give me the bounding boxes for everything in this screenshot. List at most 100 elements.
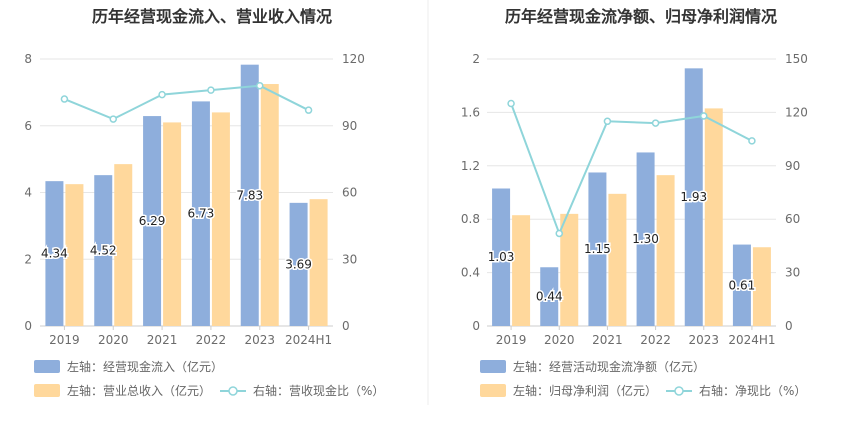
bar-data-label: 7.83 xyxy=(236,188,263,202)
x-axis-label: 2023 xyxy=(244,333,275,347)
left-axis-tick: 2 xyxy=(472,52,480,66)
legend-swatch-secondary xyxy=(34,384,60,397)
right-axis-tick: 90 xyxy=(342,119,357,133)
line-point xyxy=(60,95,69,103)
chart-title: 历年经营现金流入、营业收入情况 xyxy=(92,7,332,26)
left-axis-tick: 8 xyxy=(24,52,32,66)
bar-secondary xyxy=(560,213,579,326)
legend-label-line: 右轴：营收现金比（%） xyxy=(253,383,384,398)
line-point xyxy=(603,117,612,126)
bar-primary xyxy=(588,172,607,326)
bar-data-label: 6.29 xyxy=(139,214,166,228)
bar-primary xyxy=(143,116,162,326)
bar-secondary xyxy=(752,247,771,326)
left-axis-tick: 6 xyxy=(24,119,32,133)
x-axis-label: 2020 xyxy=(98,333,129,347)
chart-title: 历年经营现金流净额、归母净利润情况 xyxy=(505,7,777,26)
bar-secondary xyxy=(309,199,328,326)
x-axis-label: 2024H1 xyxy=(285,333,332,347)
bar-primary xyxy=(732,244,751,326)
bar-primary xyxy=(684,68,703,326)
line-point xyxy=(555,229,563,238)
bar-secondary xyxy=(163,122,182,326)
bar-data-label: 1.93 xyxy=(680,190,707,204)
right-axis-tick: 120 xyxy=(785,105,808,119)
bar-secondary xyxy=(65,184,84,326)
legend-swatch-secondary xyxy=(480,384,506,397)
line-point xyxy=(304,106,313,114)
bar-secondary xyxy=(260,84,279,326)
right-axis-tick: 30 xyxy=(342,252,357,266)
line-point xyxy=(207,86,215,94)
bar-secondary xyxy=(512,215,531,326)
bar-primary xyxy=(540,267,559,326)
legend-label-primary: 左轴：经营现金流入（亿元） xyxy=(67,359,223,374)
bar-primary xyxy=(191,101,210,326)
chart-panel-2: 历年经营现金流净额、归母净利润情况 0 0.4 0.8 1.2 1.6 2 0 30 60 90 12… xyxy=(461,7,808,398)
bar-data-label: 0.44 xyxy=(536,290,563,304)
x-axis-label: 2023 xyxy=(688,333,719,347)
line-point xyxy=(700,112,708,120)
x-axis-label: 2019 xyxy=(496,333,527,347)
line-point xyxy=(507,99,515,108)
line-point xyxy=(158,90,166,99)
left-axis-tick: 4 xyxy=(24,186,32,200)
right-axis-tick: 60 xyxy=(785,212,800,226)
bar-secondary xyxy=(114,164,133,326)
bar-secondary xyxy=(608,193,627,326)
legend-label-primary: 左轴：经营活动现金流净额（亿元） xyxy=(513,359,705,374)
line-point xyxy=(109,115,117,123)
legend-label-secondary: 左轴：营业总收入（亿元） xyxy=(67,383,211,398)
right-axis-tick: 0 xyxy=(785,319,793,333)
bar-data-label: 1.03 xyxy=(488,250,515,264)
legend-swatch-line-marker xyxy=(674,386,684,396)
left-axis-tick: 0 xyxy=(24,319,32,333)
left-axis-tick: 0.8 xyxy=(461,212,480,226)
bar-primary xyxy=(289,202,308,326)
bar-primary xyxy=(636,152,655,326)
bar-data-label: 6.73 xyxy=(188,207,215,221)
bar-data-label: 1.15 xyxy=(584,242,611,256)
x-axis-label: 2022 xyxy=(196,333,227,347)
x-axis-label: 2021 xyxy=(592,333,623,347)
legend-swatch-primary xyxy=(480,360,506,373)
left-axis-tick: 1.2 xyxy=(461,159,480,173)
bar-primary xyxy=(240,64,259,326)
right-axis-tick: 90 xyxy=(785,159,800,173)
x-axis-label: 2021 xyxy=(147,333,178,347)
legend-label-line: 右轴：净现比（%） xyxy=(699,383,806,398)
bar-data-label: 3.69 xyxy=(285,257,312,271)
bar-secondary xyxy=(211,112,230,327)
legend-swatch-line-marker xyxy=(228,386,238,396)
left-axis-tick: 2 xyxy=(24,252,32,266)
line-point xyxy=(256,81,264,90)
bar-data-label: 1.30 xyxy=(632,232,659,246)
line-point xyxy=(651,119,660,127)
x-axis-label: 2024H1 xyxy=(728,333,775,347)
right-axis-tick: 30 xyxy=(785,266,800,280)
bar-primary xyxy=(492,188,511,326)
bar-primary xyxy=(94,175,113,326)
legend-swatch-primary xyxy=(34,360,60,373)
left-axis-tick: 1.6 xyxy=(461,105,480,119)
chart-panel-1: 历年经营现金流入、营业收入情况 0 2 4 6 8 0 30 60 90 120 2019 2020 20… xyxy=(24,7,384,398)
x-axis-label: 2022 xyxy=(640,333,671,347)
bar-data-label: 4.34 xyxy=(41,247,68,261)
right-axis-tick: 0 xyxy=(342,319,350,333)
right-axis-tick: 120 xyxy=(342,52,365,66)
line-series xyxy=(510,103,753,237)
line-series xyxy=(64,84,310,121)
right-axis-tick: 150 xyxy=(785,52,808,66)
bar-data-label: 4.52 xyxy=(90,244,117,258)
left-axis-tick: 0 xyxy=(472,319,480,333)
right-axis-tick: 60 xyxy=(342,186,357,200)
x-axis-label: 2019 xyxy=(49,333,80,347)
x-axis-label: 2020 xyxy=(544,333,575,347)
legend-label-secondary: 左轴：归母净利润（亿元） xyxy=(513,383,657,398)
bar-primary xyxy=(45,181,64,326)
bar-data-label: 0.61 xyxy=(729,278,756,292)
left-axis-tick: 0.4 xyxy=(461,266,480,280)
bar-secondary xyxy=(704,108,723,327)
